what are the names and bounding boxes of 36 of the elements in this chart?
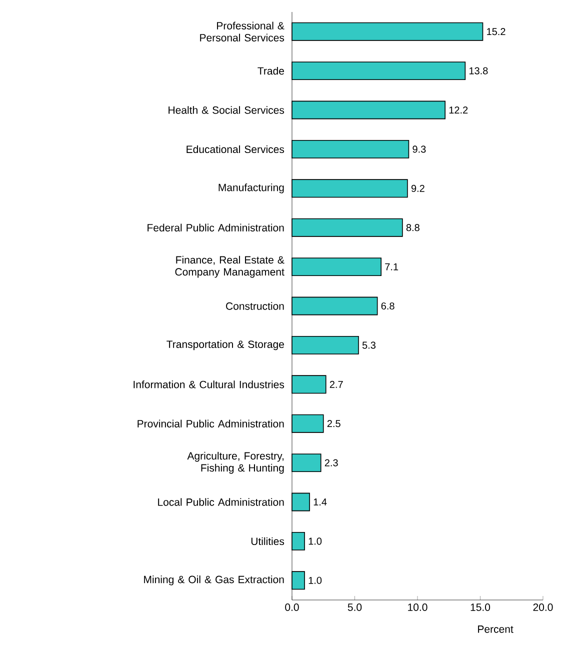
data-label: 1.0 — [308, 576, 322, 584]
y-tick-label: Health & Social Services — [168, 106, 284, 114]
y-tick-label: Educational Services — [186, 145, 284, 154]
data-label: 8.8 — [406, 224, 420, 232]
y-tick-label: Trade — [258, 66, 284, 75]
data-label: 15.2 — [487, 28, 506, 36]
data-label: 12.2 — [449, 106, 468, 114]
y-tick-label: Information & Cultural Industries — [134, 380, 284, 388]
data-label: 2.3 — [324, 459, 338, 466]
y-tick-label: Utilities — [251, 537, 284, 546]
data-label: 6.8 — [381, 302, 394, 310]
y-tick-label: Federal Public Administration — [148, 224, 284, 232]
y-tick-label: Professional & Personal Services — [200, 22, 284, 42]
y-tick-label: Agriculture, Forestry, Fishing & Hunting — [187, 452, 284, 474]
data-label: 2.5 — [327, 420, 340, 428]
data-label: 7.1 — [385, 263, 398, 270]
data-label: 1.0 — [308, 538, 322, 545]
x-tick-label: 10.0 — [408, 604, 428, 611]
data-label: 9.2 — [411, 184, 424, 192]
data-label: 13.8 — [469, 67, 488, 74]
data-label: 1.4 — [314, 498, 327, 506]
x-tick-label: 15.0 — [470, 604, 490, 611]
x-axis-title: Percent — [478, 626, 514, 633]
data-label: 5.3 — [362, 342, 376, 349]
y-tick-label: Manufacturing — [218, 184, 284, 194]
x-tick-label: 20.0 — [533, 604, 553, 611]
data-label: 2.7 — [330, 380, 343, 388]
x-tick-label: 5.0 — [348, 604, 362, 611]
x-tick-label: 0.0 — [285, 604, 299, 611]
data-label: 9.3 — [412, 146, 426, 153]
y-tick-label: Transportation & Storage — [166, 340, 284, 350]
y-tick-label: Mining & Oil & Gas Extraction — [144, 576, 284, 586]
y-tick-label: Local Public Administration — [158, 498, 284, 506]
y-tick-label: Finance, Real Estate & Company Managament — [175, 256, 284, 278]
y-tick-label: Provincial Public Administration — [138, 420, 284, 428]
y-tick-label: Construction — [226, 302, 284, 310]
